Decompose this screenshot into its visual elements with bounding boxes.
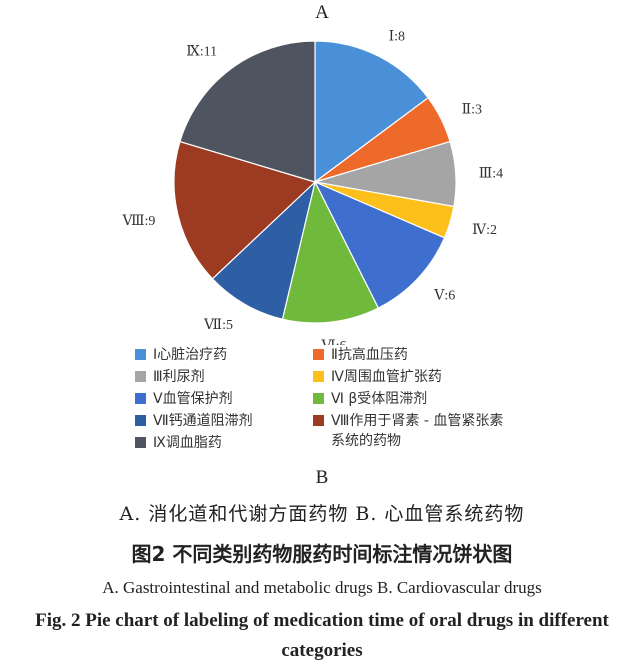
legend-swatch xyxy=(313,371,324,382)
legend-label: Ⅷ作用于肾素 - 血管紧张素 系统的药物 xyxy=(331,413,504,449)
legend-label: Ⅰ心脏治疗药 xyxy=(153,347,228,363)
slice-label: Ⅸ:11 xyxy=(186,45,217,60)
figure-caption-english: Fig. 2 Pie chart of labeling of medicati… xyxy=(35,610,609,661)
slice-label: Ⅰ:8 xyxy=(389,29,405,44)
slice-label: Ⅳ:2 xyxy=(472,223,497,238)
legend-swatch xyxy=(135,349,146,360)
legend-label: Ⅲ利尿剂 xyxy=(153,369,205,385)
legend-swatch xyxy=(135,393,146,404)
legend-swatch xyxy=(313,349,324,360)
panel-label-a: A xyxy=(315,2,329,23)
slice-label: Ⅴ:6 xyxy=(433,289,455,304)
slice-label: Ⅲ:4 xyxy=(479,167,503,182)
legend-item: Ⅰ心脏治疗药 xyxy=(135,345,227,365)
figure-caption-chinese: 图2 不同类别药物服药时间标注情况饼状图 xyxy=(131,542,513,566)
slice-label: Ⅵ:6 xyxy=(321,339,347,345)
legend-item: Ⅱ抗高血压药 xyxy=(313,345,408,365)
legend-item: Ⅶ钙通道阻滞剂 xyxy=(135,411,253,431)
slice-label: Ⅷ:9 xyxy=(121,214,155,229)
pie-slice xyxy=(211,180,317,320)
legend-swatch xyxy=(135,371,146,382)
legend-label: Ⅱ抗高血压药 xyxy=(331,347,408,363)
pie-slice xyxy=(179,40,316,183)
legend-swatch xyxy=(135,415,146,426)
legend-label: Ⅸ调血脂药 xyxy=(153,435,222,451)
subtitle-english: A. Gastrointestinal and metabolic drugs … xyxy=(102,578,542,597)
legend-item: Ⅷ作用于肾素 - 血管紧张素 系统的药物 xyxy=(313,411,503,451)
subtitle-chinese: A. 消化道和代谢方面药物 B. 心血管系统药物 xyxy=(119,503,525,525)
legend-label: Ⅵ β受体阻滞剂 xyxy=(331,391,428,407)
legend-item: Ⅸ调血脂药 xyxy=(135,433,222,453)
legend-swatch xyxy=(313,415,324,426)
legend-item: Ⅳ周围血管扩张药 xyxy=(313,367,442,387)
pie-slice xyxy=(281,180,380,324)
legend-swatch xyxy=(313,393,324,404)
pie-slice xyxy=(313,180,446,309)
legend-item: Ⅵ β受体阻滞剂 xyxy=(313,389,427,409)
pie-chart: Ⅰ:8 Ⅱ:3 Ⅲ:4 Ⅳ:2 Ⅴ:6 Ⅵ:6 Ⅶ:5 Ⅷ:9 Ⅸ:11 xyxy=(121,29,503,345)
pie-slice xyxy=(314,40,429,184)
legend-label: Ⅳ周围血管扩张药 xyxy=(331,369,442,385)
legend-swatch xyxy=(135,437,146,448)
legend-label: Ⅶ钙通道阻滞剂 xyxy=(153,413,253,429)
legend-item: Ⅲ利尿剂 xyxy=(135,367,205,387)
panel-label-b: B xyxy=(315,467,329,488)
pie-slice xyxy=(173,140,317,280)
slice-label: Ⅱ:3 xyxy=(462,102,482,117)
slice-label: Ⅶ:5 xyxy=(203,318,233,333)
legend-item: Ⅴ血管保护剂 xyxy=(135,389,233,409)
legend-label: Ⅴ血管保护剂 xyxy=(153,391,233,407)
